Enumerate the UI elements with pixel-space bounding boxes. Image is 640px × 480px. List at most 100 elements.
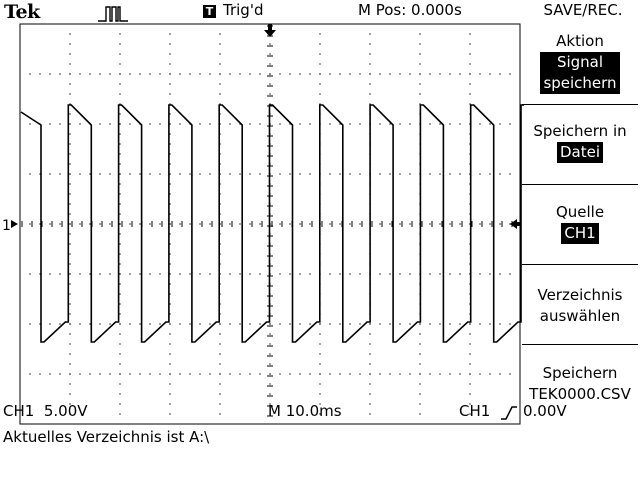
grid-dot — [149, 173, 151, 175]
grid-dot — [119, 213, 121, 215]
grid-dot — [69, 33, 71, 35]
menu-separator — [522, 184, 638, 185]
grid-dot — [169, 353, 171, 355]
grid-dot — [459, 173, 461, 175]
grid-dot — [169, 133, 171, 135]
grid-dot — [389, 223, 391, 225]
grid-dot — [349, 223, 351, 225]
grid-dot — [289, 123, 291, 125]
grid-dot — [249, 123, 251, 125]
grid-dot — [179, 123, 181, 125]
grid-dot — [69, 83, 71, 85]
grid-dot — [29, 123, 31, 125]
grid-dot — [329, 323, 331, 325]
trigger-source-readout: CH1 — [459, 402, 491, 420]
grid-dot — [399, 123, 401, 125]
grid-dot — [49, 273, 51, 275]
grid-dot — [169, 123, 171, 125]
menu-speichern-in[interactable]: Speichern in Datei — [520, 121, 640, 163]
grid-dot — [449, 273, 451, 275]
menu-speichern[interactable]: Speichern TEK0000.CSV — [520, 363, 640, 405]
grid-dot — [279, 73, 281, 75]
grid-dot — [269, 363, 271, 365]
grid-dot — [209, 373, 211, 375]
grid-dot — [99, 223, 101, 225]
grid-dot — [169, 203, 171, 205]
grid-dot — [69, 63, 71, 65]
grid-dot — [149, 123, 151, 125]
grid-dot — [169, 323, 171, 325]
menu-verzeichnis-auswaehlen[interactable]: Verzeichnis auswählen — [520, 285, 640, 327]
grid-dot — [469, 43, 471, 45]
grid-dot — [199, 123, 201, 125]
grid-dot — [479, 273, 481, 275]
left-arrow-icon — [510, 219, 517, 229]
grid-dot — [299, 373, 301, 375]
grid-dot — [319, 353, 321, 355]
grid-dot — [159, 123, 161, 125]
menu-quelle[interactable]: Quelle CH1 — [520, 202, 640, 244]
grid-dot — [439, 373, 441, 375]
grid-dot — [59, 223, 61, 225]
grid-dot — [349, 73, 351, 75]
grid-dot — [469, 103, 471, 105]
grid-dot — [439, 173, 441, 175]
grid-dot — [169, 363, 171, 365]
grid-dot — [169, 373, 171, 375]
grid-dot — [409, 123, 411, 125]
grid-dot — [369, 413, 371, 415]
grid-dot — [379, 273, 381, 275]
timebase-readout: M 10.0ms — [268, 402, 342, 420]
grid-dot — [399, 273, 401, 275]
grid-dot — [169, 103, 171, 105]
grid-dot — [419, 403, 421, 405]
grid-dot — [509, 273, 511, 275]
pulse-waveform-icon — [98, 6, 128, 22]
grid-dot — [29, 223, 31, 225]
grid-dot — [69, 413, 71, 415]
menu-aktion[interactable]: Aktion Signal speichern — [520, 31, 640, 94]
grid-dot — [339, 73, 341, 75]
grid-dot — [29, 373, 31, 375]
grid-dot — [379, 73, 381, 75]
ch1-scale-readout: CH1 5.00V — [3, 402, 88, 420]
grid-dot — [169, 233, 171, 235]
grid-dot — [119, 353, 121, 355]
grid-dot — [319, 83, 321, 85]
grid-dot — [379, 373, 381, 375]
grid-dot — [69, 103, 71, 105]
grid-dot — [509, 323, 511, 325]
grid-dot — [119, 263, 121, 265]
grid-dot — [269, 93, 271, 95]
grid-dot — [329, 173, 331, 175]
grid-dot — [79, 123, 81, 125]
grid-dot — [119, 253, 121, 255]
ch1-ground-label: 1 — [2, 218, 11, 234]
grid-dot — [369, 43, 371, 45]
menu-separator — [522, 264, 638, 265]
grid-dot — [219, 413, 221, 415]
grid-dot — [169, 173, 171, 175]
grid-dot — [179, 273, 181, 275]
grid-dot — [169, 413, 171, 415]
grid-dot — [309, 223, 311, 225]
grid-dot — [419, 43, 421, 45]
grid-dot — [119, 393, 121, 395]
grid-dot — [119, 363, 121, 365]
grid-dot — [259, 73, 261, 75]
grid-dot — [229, 323, 231, 325]
grid-dot — [489, 123, 491, 125]
trigger-position-stem — [268, 24, 272, 31]
grid-dot — [409, 223, 411, 225]
status-message: Aktuelles Verzeichnis ist A:\ — [3, 428, 210, 446]
grid-dot — [239, 123, 241, 125]
grid-dot — [329, 273, 331, 275]
grid-dot — [419, 33, 421, 35]
grid-dot — [419, 73, 421, 75]
grid-dot — [369, 353, 371, 355]
grid-dot — [369, 383, 371, 385]
grid-dot — [419, 343, 421, 345]
grid-dot — [459, 223, 461, 225]
grid-dot — [139, 223, 141, 225]
grid-dot — [489, 323, 491, 325]
